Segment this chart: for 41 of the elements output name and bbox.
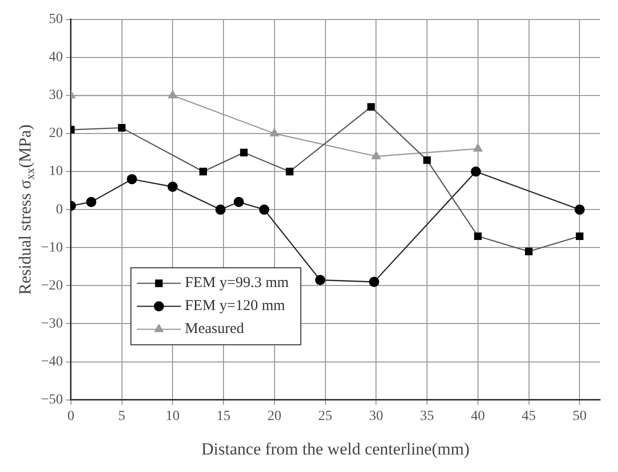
point: [574, 204, 585, 215]
x-tick-label: 10: [166, 408, 180, 424]
point: [126, 174, 138, 184]
x-tick-label: 30: [369, 408, 384, 424]
point: [470, 166, 481, 177]
y-tick-label: −50: [40, 392, 63, 408]
x-tick-label: 50: [572, 408, 587, 424]
point: [168, 182, 178, 192]
x-tick-label: 20: [267, 408, 282, 424]
point: [473, 144, 482, 152]
y-tick-label: 50: [48, 12, 63, 28]
y-tick-label: −20: [40, 278, 63, 294]
point: [234, 196, 244, 208]
x-tick-label: 45: [522, 408, 536, 424]
y-tick-label: 40: [48, 50, 63, 66]
point: [315, 274, 326, 286]
x-tick-label: 15: [216, 408, 231, 424]
point: [270, 128, 279, 136]
x-tick-label: 40: [470, 408, 485, 424]
legend-label: FEM y=99.3 mm: [184, 275, 290, 292]
y-axis-title: Residual stress σxx(MPa): [15, 124, 38, 295]
y-tick-label: −30: [40, 316, 63, 332]
y-tick-label: 20: [48, 126, 63, 142]
point: [86, 196, 96, 208]
x-tick-label: 25: [318, 408, 332, 424]
legend-label: FEM y=120 mm: [184, 298, 286, 314]
y-tick-label: 10: [48, 164, 63, 180]
x-tick-label: 35: [420, 408, 434, 424]
y-tick-label: 30: [48, 88, 63, 104]
point: [369, 276, 380, 287]
y-tick-label: −40: [40, 354, 63, 370]
y-tick-label: 0: [56, 202, 63, 218]
x-axis-title: Distance from the weld centerline(mm): [201, 439, 470, 458]
point: [215, 204, 226, 215]
y-tick-label: −10: [40, 240, 63, 256]
x-tick-label: 5: [118, 408, 126, 424]
x-tick-label: 0: [67, 408, 74, 424]
legend-label: Measured: [184, 321, 245, 338]
point: [372, 151, 381, 160]
point: [168, 90, 178, 98]
point: [259, 204, 270, 215]
